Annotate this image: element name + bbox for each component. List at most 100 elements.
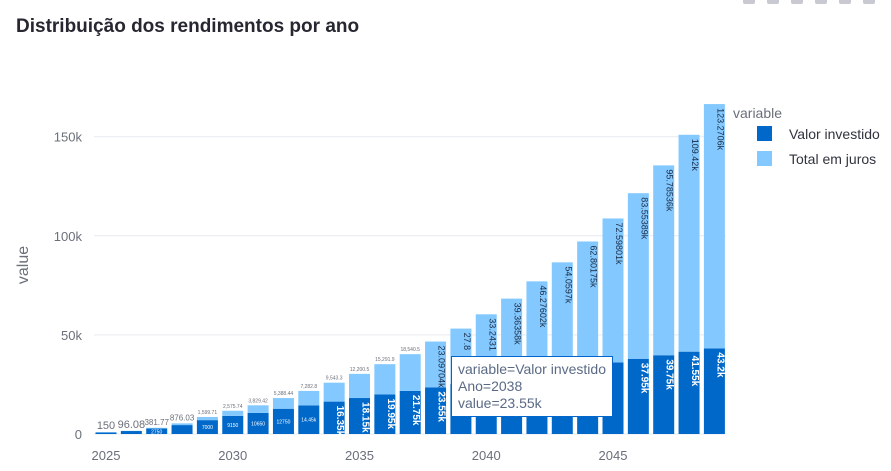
bar-valor-investido[interactable]: [374, 394, 396, 434]
bar-label-juros: 109.42k: [690, 139, 700, 172]
bar-valor-investido[interactable]: [95, 432, 117, 434]
bar-label-juros: 62.80175k: [589, 245, 599, 288]
bar-label-juros: 83.55389k: [639, 197, 649, 240]
bar-total-em-juros[interactable]: [627, 193, 649, 359]
bar-total-em-juros[interactable]: [171, 423, 193, 426]
bar-total-em-juros[interactable]: [602, 218, 624, 363]
bar-label-investido: 12750: [276, 419, 290, 425]
bar-total-em-juros[interactable]: [653, 165, 675, 356]
bar-total-em-juros[interactable]: [349, 373, 370, 399]
bar-total-em-juros[interactable]: [374, 364, 396, 395]
bar-label-juros: 72.59801k: [614, 222, 624, 265]
bar-total-em-juros[interactable]: [526, 281, 548, 374]
bar-label-juros: 39.36358k: [513, 303, 523, 346]
zoom-out-icon[interactable]: [815, 0, 827, 4]
zoom-in-icon[interactable]: [791, 0, 803, 4]
bar-total-em-juros[interactable]: [196, 416, 218, 421]
bar-label-juros: 18,540.5: [400, 347, 420, 353]
bar-label-juros: 15,291.9: [375, 357, 395, 363]
bar-label-investido: 19.95k: [385, 398, 396, 429]
bar-valor-investido[interactable]: [196, 420, 218, 434]
bar-valor-investido[interactable]: [272, 408, 294, 434]
legend-label-valor-investido[interactable]: Valor investido: [789, 126, 880, 142]
bar-total-em-juros[interactable]: [298, 390, 320, 406]
bar-label-juros: 123.2706k: [715, 108, 725, 151]
bar-label-investido: 23.55k: [436, 391, 447, 422]
bar-label-investido: 18.15k: [360, 402, 371, 433]
x-tick-label: 2025: [92, 448, 121, 463]
legend-title: variable: [733, 105, 782, 121]
bar-valor-investido[interactable]: [120, 431, 142, 434]
bar-total-em-juros[interactable]: [323, 382, 345, 402]
bar-label-juros: 876.03: [170, 413, 195, 422]
bar-total-em-juros[interactable]: [247, 405, 269, 413]
bar-label-juros: 7,282.8: [300, 384, 317, 390]
bar-total-em-juros[interactable]: [551, 262, 573, 370]
legend-label-total-em-juros[interactable]: Total em juros: [789, 151, 876, 167]
legend: variable Valor investido Total em juros: [733, 105, 880, 167]
bar-total-em-juros[interactable]: [399, 354, 421, 391]
bar-label-investido: 41.55k: [689, 356, 700, 387]
bar-valor-investido[interactable]: [349, 398, 370, 434]
bar-label-juros: 95.78536k: [665, 169, 675, 212]
bar-label-juros: 27.8: [462, 333, 472, 351]
x-tick-label: 2045: [599, 448, 628, 463]
bar-total-em-juros[interactable]: [703, 104, 725, 349]
bars: [95, 104, 725, 434]
bar-label-investido: 10650: [251, 421, 265, 427]
y-tick-label: 150k: [54, 130, 83, 145]
bar-valor-investido[interactable]: [171, 425, 193, 434]
bar-valor-investido[interactable]: [298, 405, 320, 434]
bar-label-investido: 39.75k: [664, 359, 675, 390]
bar-valor-investido[interactable]: [146, 428, 168, 434]
hover-tooltip: variable=Valor investido Ano=2038 value=…: [451, 356, 613, 417]
autoscale-icon[interactable]: [839, 0, 851, 4]
bar-label-investido: 43.2k: [714, 352, 725, 377]
bar-label-juros: 5,388.44: [274, 391, 294, 397]
bar-label-juros: 381.77: [144, 418, 169, 427]
bar-total-em-juros[interactable]: [425, 341, 447, 388]
bar-label-juros: 46.27602k: [538, 285, 548, 328]
bar-label-juros: 96.08: [118, 419, 146, 431]
bar-label-investido: 21.75k: [410, 395, 421, 426]
bar-valor-investido[interactable]: [653, 355, 675, 434]
bar-label-investido: 7000: [202, 425, 213, 431]
bar-total-em-juros[interactable]: [222, 410, 244, 416]
bar-label-juros: 33.2431: [487, 318, 497, 351]
bar-total-em-juros[interactable]: [678, 134, 700, 352]
bar-label-juros: 1,599.71: [198, 410, 218, 416]
bar-valor-investido[interactable]: [247, 412, 269, 434]
bar-label-investido: 16.35k: [334, 406, 345, 437]
bar-label-juros: 2,575.74: [223, 404, 243, 410]
legend-swatch-total-em-juros[interactable]: [757, 151, 772, 166]
axes: value 0 50k 100k 150k 2025 2030 2035 2040 2045: [15, 130, 627, 463]
bar-valor-investido[interactable]: [425, 387, 447, 434]
y-axis-label: value: [15, 246, 32, 284]
zoom-icon[interactable]: [767, 0, 779, 4]
fullscreen-icon[interactable]: [863, 0, 875, 4]
camera-icon[interactable]: [743, 0, 755, 4]
bar-valor-investido[interactable]: [399, 390, 421, 434]
bar-valor-investido[interactable]: [703, 348, 725, 434]
bar-label-juros: 12,200.5: [350, 367, 370, 373]
bar-valor-investido[interactable]: [222, 415, 244, 434]
bar-label-juros: 3,829.42: [248, 398, 268, 404]
x-tick-label: 2035: [345, 448, 374, 463]
legend-swatch-valor-investido[interactable]: [757, 126, 772, 141]
x-tick-label: 2040: [472, 448, 501, 463]
bar-total-em-juros[interactable]: [146, 427, 168, 429]
bar-total-em-juros[interactable]: [577, 241, 599, 366]
tooltip-line-variable: variable=Valor investido: [458, 361, 606, 377]
chart-title: Distribuição dos rendimentos por ano: [16, 16, 360, 37]
y-tick-label: 50k: [61, 328, 82, 343]
tooltip-line-year: Ano=2038: [458, 378, 523, 394]
bar-label-investido: 14.45k: [301, 418, 317, 424]
bar-valor-investido[interactable]: [678, 351, 700, 434]
y-tick-label: 0: [75, 427, 82, 442]
bar-total-em-juros[interactable]: [272, 398, 294, 409]
bar-label-juros: 23.09704k: [437, 346, 447, 389]
bar-valor-investido[interactable]: [627, 358, 649, 434]
bar-label-investido: 9150: [227, 423, 238, 429]
bar-valor-investido[interactable]: [323, 401, 345, 434]
